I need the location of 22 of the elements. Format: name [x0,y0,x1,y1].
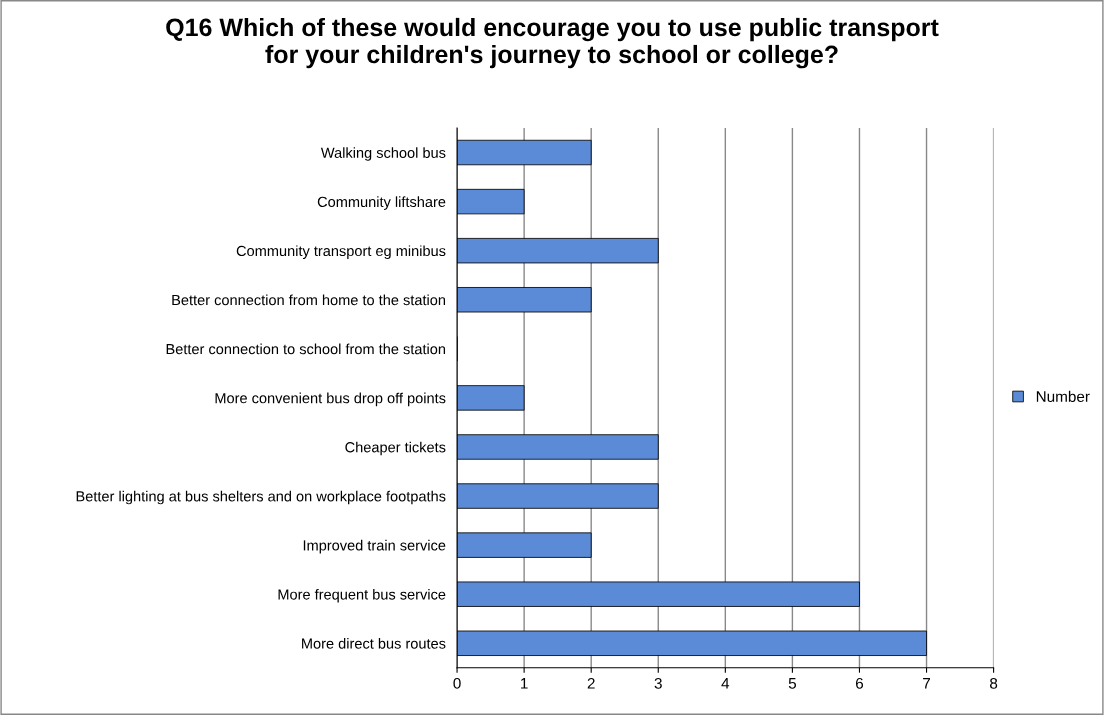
x-tick-label: 3 [654,677,662,689]
y-tick-label: Walking school bus [320,147,446,161]
y-tick-label: Better connection to school from the station [166,343,446,355]
y-tick-label: More direct bus routes [302,637,446,649]
legend-label: Number [1036,390,1090,402]
x-tick-label: 7 [923,678,931,689]
x-tick-label: 5 [788,678,796,689]
y-tick-label: Cheaper tickets [345,441,446,456]
y-tick-label: Community transport eg minibus [236,245,446,259]
x-tick-label: 4 [721,678,730,689]
x-tick-label: 0 [453,677,461,689]
y-tick-label: More frequent bus service [278,588,446,603]
chart-title: Q16 Which of these would encourage you to use public transport for your children's journey to school or college? [166,17,939,69]
y-tick-label: Better lighting at bus shelters and on workplace footpaths [76,490,446,505]
y-tick-label: More convenient bus drop off points [215,392,446,407]
x-tick-label: 1 [521,678,528,689]
x-tick-label: 8 [990,677,998,689]
y-tick-label: Community liftshare [317,196,446,210]
y-tick-label: Improved train service [303,539,446,554]
x-tick-label: 6 [855,677,864,689]
y-tick-label: Better connection from home to the station [172,294,446,306]
x-tick-label: 2 [587,677,595,689]
